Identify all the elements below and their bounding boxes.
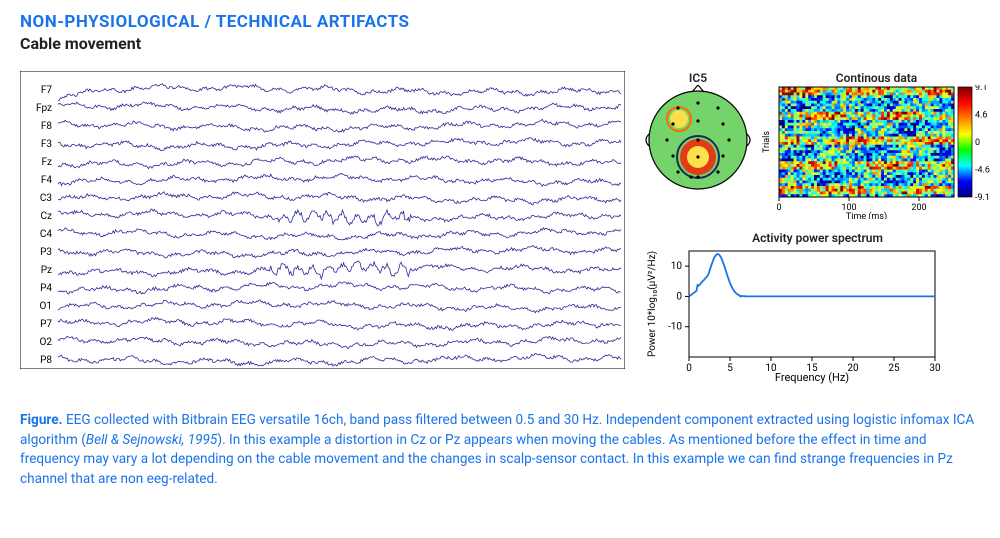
topoplot-svg bbox=[643, 85, 753, 195]
svg-text:5: 5 bbox=[727, 363, 733, 374]
svg-text:9.1: 9.1 bbox=[975, 85, 988, 93]
svg-text:20: 20 bbox=[847, 363, 859, 374]
section-heading: NON-PHYSIOLOGICAL / TECHNICAL ARTIFACTS bbox=[20, 12, 980, 32]
section-subheading: Cable movement bbox=[20, 34, 980, 53]
svg-text:0: 0 bbox=[676, 291, 682, 302]
caption-lead: Figure. bbox=[20, 412, 63, 428]
channel-label: Fpz bbox=[36, 103, 52, 114]
power-spectrum-svg: Power 10*log₁₀(μV²/Hz)051015202530-10010… bbox=[643, 245, 943, 385]
svg-text:0: 0 bbox=[776, 203, 781, 213]
eeg-traces-panel: F7 Fpz F8 F3 Fz F4 C3 Cz C4 P3 Pz P4 O1 P7 O2 P8 bbox=[20, 71, 625, 389]
svg-text:200: 200 bbox=[911, 203, 926, 213]
spectrogram-panel: Continous data Trials0100200Time (ms)9.1… bbox=[761, 71, 992, 223]
svg-text:-10: -10 bbox=[668, 322, 682, 333]
svg-text:-9.1: -9.1 bbox=[975, 193, 990, 203]
figure-panels: F7FpzF8F3FzF4C3CzC4P3PzP4O1P7O2P8 IC5 Co… bbox=[20, 71, 980, 389]
svg-text:Time (ms): Time (ms) bbox=[846, 211, 887, 219]
figure-caption: Figure. EEG collected with Bitbrain EEG … bbox=[20, 411, 980, 490]
svg-text:0: 0 bbox=[686, 363, 692, 374]
channel-label: C4 bbox=[40, 229, 53, 240]
spectrogram-title: Continous data bbox=[761, 71, 992, 85]
svg-text:-4.6: -4.6 bbox=[975, 166, 990, 176]
eeg-traces-svg: F7 Fpz F8 F3 Fz F4 C3 Cz C4 P3 Pz P4 O1 P7 O2 P8 bbox=[20, 71, 625, 369]
spectrogram-svg: Trials0100200Time (ms)9.14.60-4.6-9.1 bbox=[761, 85, 992, 219]
svg-text:4.6: 4.6 bbox=[975, 111, 988, 121]
svg-text:Trials: Trials bbox=[762, 131, 772, 153]
channel-label: C3 bbox=[40, 193, 52, 204]
ica-side-column: IC5 Continous data Trials0100200Time (ms… bbox=[643, 71, 992, 389]
svg-text:Power 10*log₁₀(μV²/Hz): Power 10*log₁₀(μV²/Hz) bbox=[646, 251, 658, 357]
channel-label: P3 bbox=[40, 247, 52, 258]
channel-label: Cz bbox=[41, 211, 53, 222]
svg-text:0: 0 bbox=[975, 138, 980, 148]
topoplot-title: IC5 bbox=[643, 71, 753, 85]
channel-label: F7 bbox=[41, 85, 53, 96]
svg-text:25: 25 bbox=[888, 363, 900, 374]
channel-label: F4 bbox=[41, 175, 53, 186]
channel-label: Pz bbox=[41, 265, 52, 276]
channel-label: F3 bbox=[41, 139, 52, 150]
channel-label: P7 bbox=[40, 319, 52, 330]
svg-text:Frequency (Hz): Frequency (Hz) bbox=[775, 371, 849, 384]
channel-label: F8 bbox=[41, 121, 53, 132]
channel-label: P4 bbox=[40, 283, 52, 294]
spectrum-title: Activity power spectrum bbox=[643, 231, 992, 245]
svg-text:10: 10 bbox=[671, 261, 683, 272]
caption-citation: Bell & Sejnowski, 1995 bbox=[86, 432, 217, 448]
spectrum-panel: Activity power spectrum Power 10*log₁₀(μ… bbox=[643, 231, 992, 389]
channel-label: P8 bbox=[40, 355, 52, 366]
channel-label: Fz bbox=[42, 157, 53, 168]
svg-text:30: 30 bbox=[929, 363, 941, 374]
channel-label: O1 bbox=[40, 301, 53, 312]
topoplot-panel: IC5 bbox=[643, 71, 753, 199]
channel-label: O2 bbox=[40, 337, 53, 348]
